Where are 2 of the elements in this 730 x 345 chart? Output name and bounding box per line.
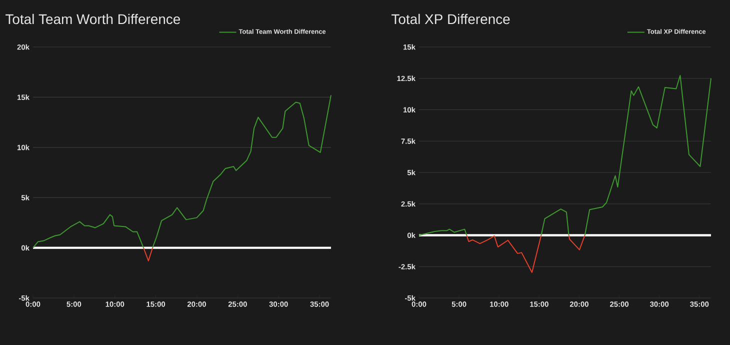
chart-title: Total Team Worth Difference — [6, 14, 180, 24]
chart-title: Total XP Difference — [392, 14, 510, 24]
